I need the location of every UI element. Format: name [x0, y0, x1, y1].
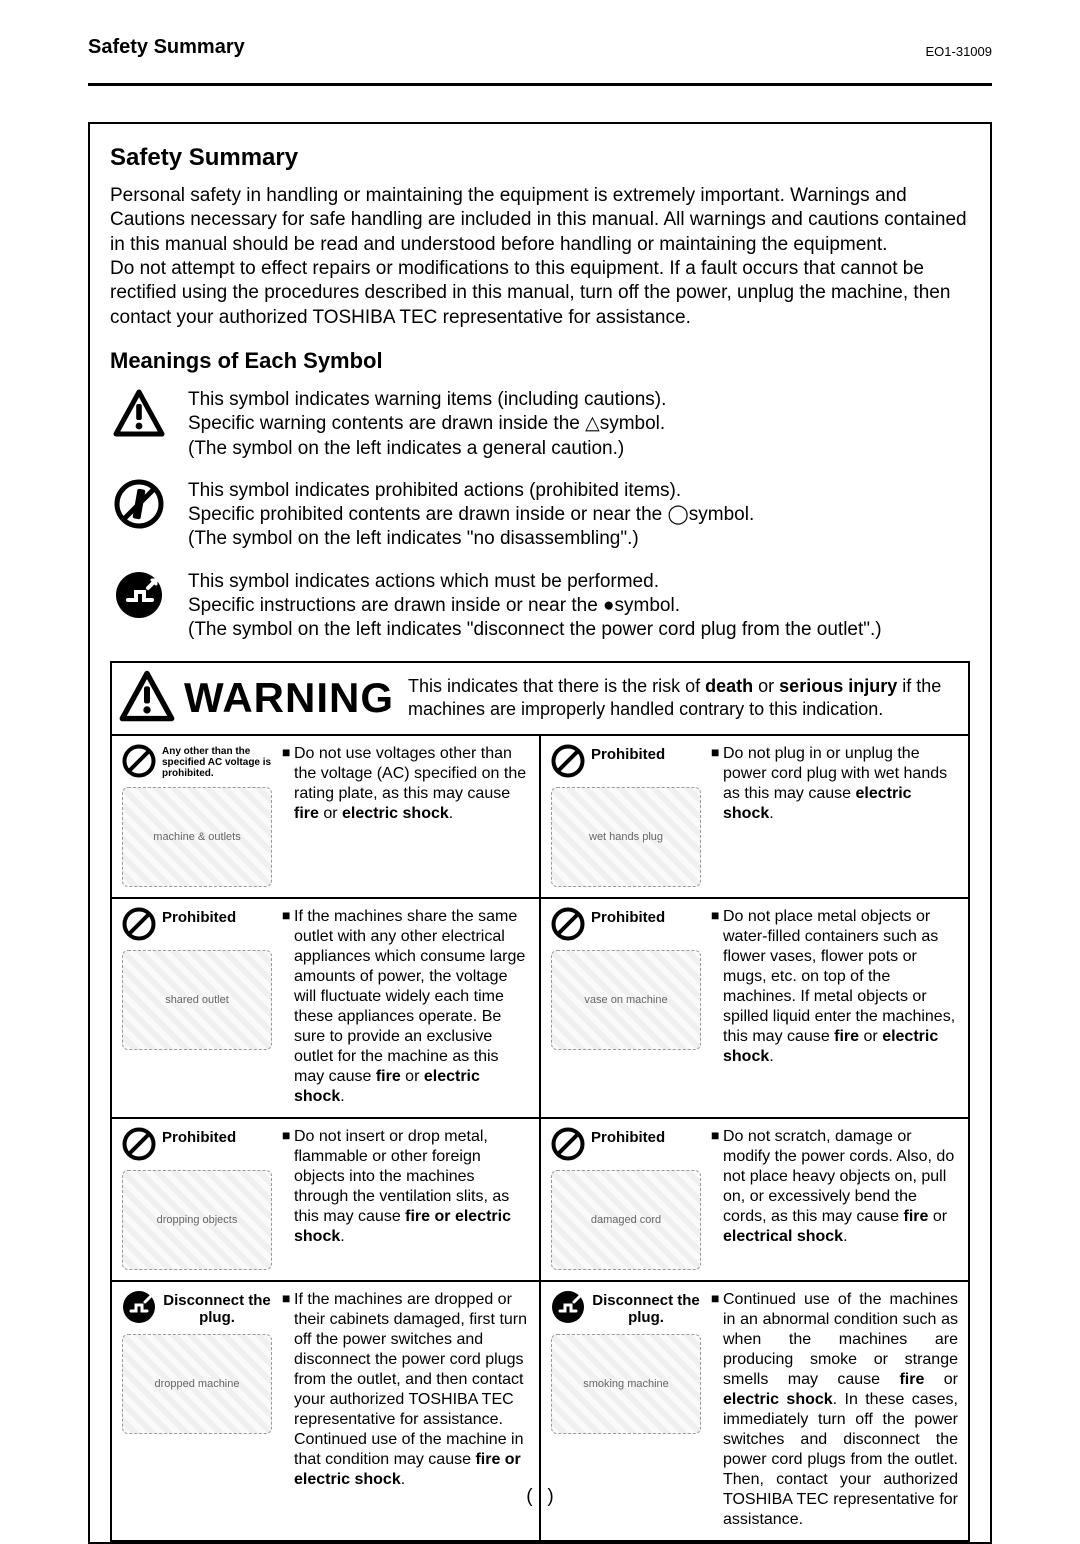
symbol-row: This symbol indicates actions which must…: [110, 570, 970, 643]
cell-text: ■Do not place metal objects or water-fil…: [711, 907, 958, 1067]
warning-cell: Prohibited wet hands plug■Do not plug in …: [540, 735, 969, 898]
warning-grid: Any other than the specified AC voltage …: [110, 734, 970, 1542]
symbol-row-text: This symbol indicates warning items (inc…: [188, 388, 666, 461]
warning-desc: This indicates that there is the risk of…: [408, 675, 968, 722]
cell-text: ■If the machines share the same outlet w…: [282, 907, 529, 1107]
illustration-placeholder: wet hands plug: [551, 787, 701, 887]
unplug-icon: [122, 1290, 156, 1329]
unplug-icon: [551, 1290, 585, 1329]
illustration-placeholder: damaged cord: [551, 1170, 701, 1270]
warning-cell: Prohibited vase on machine■Do not place m…: [540, 898, 969, 1118]
prohibit-icon: [122, 1127, 156, 1166]
cell-text: ■Do not plug in or unplug the power cord…: [711, 744, 958, 824]
illustration-placeholder: dropped machine: [122, 1334, 272, 1434]
symbol-row-text: This symbol indicates prohibited actions…: [188, 479, 754, 552]
illustration-placeholder: machine & outlets: [122, 787, 272, 887]
prohibit-icon: [551, 744, 585, 783]
intro-text: Personal safety in handling or maintaini…: [110, 184, 970, 330]
cell-label: Disconnect the plug.: [591, 1292, 701, 1327]
header-right: EO1-31009: [926, 44, 993, 59]
subheading: Meanings of Each Symbol: [110, 348, 970, 374]
warning-triangle-icon: [112, 663, 180, 734]
unplug-action-icon: [110, 570, 168, 620]
page-number: ( i ): [0, 1486, 1080, 1508]
cell-label: Prohibited: [162, 909, 236, 926]
prohibit-icon: [551, 1127, 585, 1166]
symbol-row: This symbol indicates prohibited actions…: [110, 479, 970, 552]
cell-label: Prohibited: [162, 1129, 236, 1146]
illustration-placeholder: dropping objects: [122, 1170, 272, 1270]
cell-label: Prohibited: [591, 1129, 665, 1146]
warning-banner: WARNING This indicates that there is the…: [110, 661, 970, 734]
cell-text: ■Do not insert or drop metal, flammable …: [282, 1127, 529, 1247]
section-title: Safety Summary: [110, 144, 970, 172]
page-header: Safety Summary EO1-31009: [88, 36, 992, 69]
cell-label: Prohibited: [591, 746, 665, 763]
cell-text: ■Do not use voltages other than the volt…: [282, 744, 529, 824]
header-left: Safety Summary: [88, 36, 245, 59]
illustration-placeholder: smoking machine: [551, 1334, 701, 1434]
warning-cell: Any other than the specified AC voltage …: [111, 735, 540, 898]
illustration-placeholder: vase on machine: [551, 950, 701, 1050]
cell-text: ■Do not scratch, damage or modify the po…: [711, 1127, 958, 1247]
main-box: Safety Summary Personal safety in handli…: [88, 122, 992, 1544]
warning-cell: Prohibited damaged cord■Do not scratch, d…: [540, 1118, 969, 1281]
cell-label: Disconnect the plug.: [162, 1292, 272, 1327]
cell-label: Prohibited: [591, 909, 665, 926]
symbol-rows: This symbol indicates warning items (inc…: [110, 388, 970, 643]
prohibit-icon: [122, 744, 156, 783]
warning-cell: Prohibited shared outlet■If the machines …: [111, 898, 540, 1118]
symbol-row-text: This symbol indicates actions which must…: [188, 570, 882, 643]
warning-cell: Prohibited dropping objects■Do not insert…: [111, 1118, 540, 1281]
no-disassemble-icon: [110, 479, 168, 529]
prohibit-icon: [551, 907, 585, 946]
cell-label: Any other than the specified AC voltage …: [162, 746, 272, 779]
illustration-placeholder: shared outlet: [122, 950, 272, 1050]
cell-text: ■If the machines are dropped or their ca…: [282, 1290, 529, 1490]
symbol-row: This symbol indicates warning items (inc…: [110, 388, 970, 461]
warning-triangle-icon: [110, 388, 168, 438]
header-rule: [88, 83, 992, 86]
warning-word: WARNING: [180, 674, 408, 722]
prohibit-icon: [122, 907, 156, 946]
